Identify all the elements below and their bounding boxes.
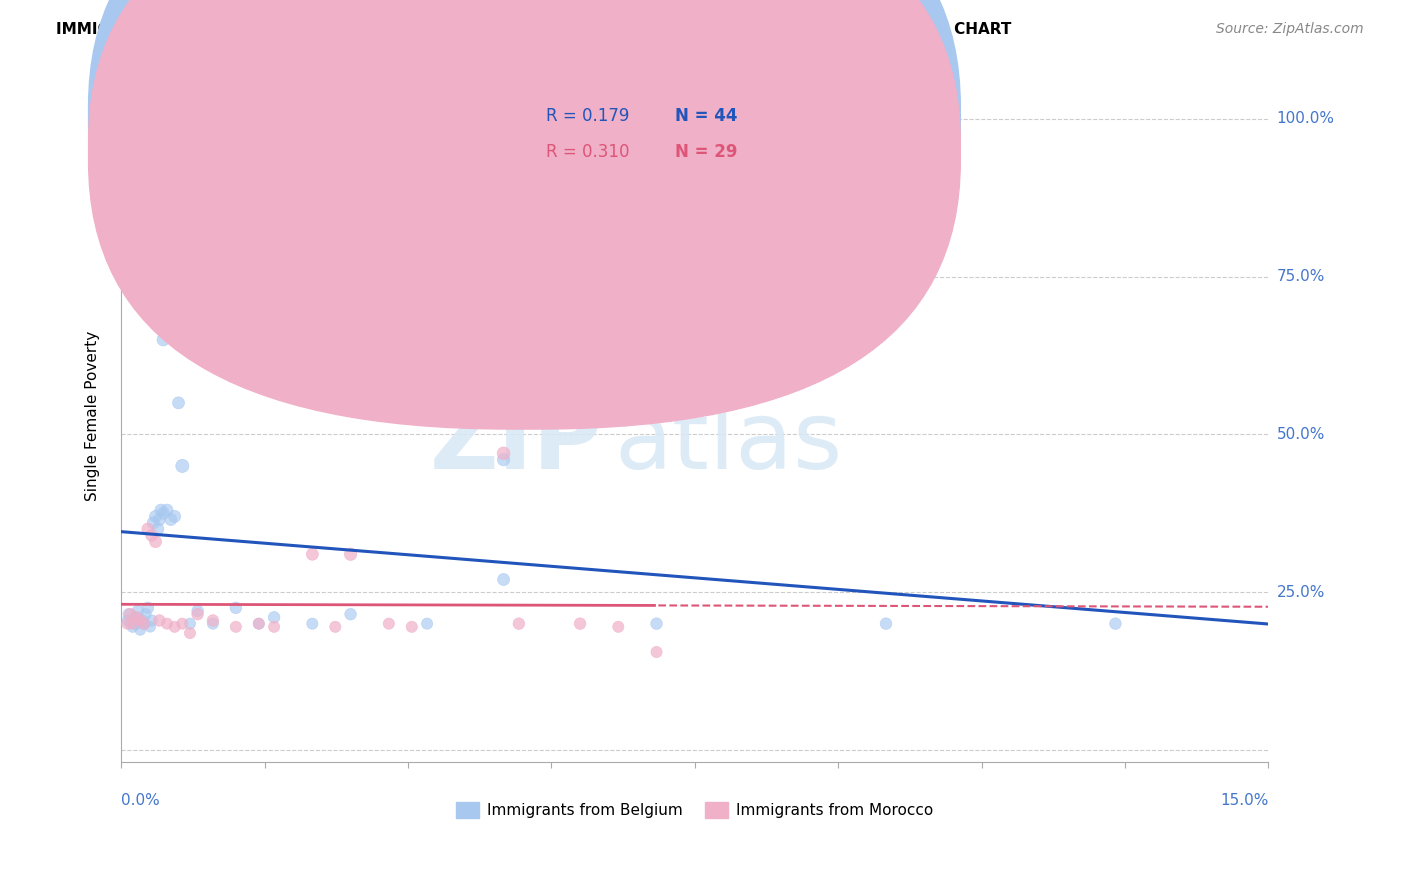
Point (148, 512, 170, 526)
Text: atlas: atlas (614, 397, 842, 489)
Point (607, 620, 630, 634)
Text: 0.0%: 0.0% (121, 793, 160, 808)
Point (136, 522, 159, 536)
Point (263, 610, 285, 624)
Point (117, 614, 139, 628)
Point (156, 616, 179, 631)
Point (127, 604, 149, 618)
Point (201, 614, 224, 628)
Point (125, 610, 148, 624)
Point (136, 600, 159, 615)
Point (125, 616, 148, 631)
Point (492, 446, 515, 460)
Point (163, 509, 186, 524)
Point (145, 534, 167, 549)
Point (118, 607, 141, 622)
Point (508, 616, 530, 631)
Point (875, 616, 897, 631)
Text: 50.0%: 50.0% (1277, 427, 1324, 442)
Point (179, 626, 201, 640)
Point (146, 522, 169, 536)
Point (225, 600, 247, 615)
Point (339, 547, 361, 561)
Point (301, 616, 323, 631)
Point (121, 620, 143, 634)
Point (378, 616, 401, 631)
Point (129, 614, 152, 628)
Point (149, 503, 172, 517)
Point (121, 137, 143, 152)
Legend: Immigrants from Belgium, Immigrants from Morocco: Immigrants from Belgium, Immigrants from… (450, 796, 939, 824)
Point (172, 616, 194, 631)
Point (160, 512, 183, 526)
Text: 25.0%: 25.0% (1277, 584, 1324, 599)
Point (172, 458, 194, 473)
Text: N = 44: N = 44 (675, 107, 737, 125)
Point (136, 200, 159, 214)
Point (492, 452, 515, 467)
Point (645, 645, 668, 659)
Point (339, 607, 361, 622)
Point (247, 616, 270, 631)
Point (152, 333, 174, 347)
Point (145, 509, 167, 524)
Point (121, 616, 143, 631)
Y-axis label: Single Female Poverty: Single Female Poverty (86, 330, 100, 500)
Text: 15.0%: 15.0% (1220, 793, 1268, 808)
Point (131, 614, 153, 628)
Text: 75.0%: 75.0% (1277, 269, 1324, 285)
Point (152, 506, 174, 520)
Point (323, 620, 346, 634)
Point (492, 573, 515, 587)
Point (132, 616, 155, 631)
Point (645, 616, 668, 631)
Point (401, 620, 423, 634)
Point (139, 620, 162, 634)
Point (141, 528, 163, 542)
Point (179, 616, 201, 631)
Point (129, 125, 152, 139)
Point (148, 614, 170, 628)
Text: R = 0.310: R = 0.310 (546, 143, 628, 161)
Text: 100.0%: 100.0% (1277, 112, 1334, 127)
Text: R = 0.179: R = 0.179 (546, 107, 628, 125)
Point (1104, 616, 1126, 631)
Point (132, 616, 155, 631)
Point (142, 516, 165, 530)
Point (120, 616, 142, 631)
Point (135, 607, 157, 622)
Point (129, 623, 152, 637)
Point (263, 620, 285, 634)
Point (187, 604, 209, 618)
Point (163, 620, 186, 634)
Point (141, 614, 163, 628)
Point (117, 616, 139, 631)
Point (156, 503, 179, 517)
Point (225, 620, 247, 634)
Text: ZIP: ZIP (430, 397, 603, 489)
Text: Source: ZipAtlas.com: Source: ZipAtlas.com (1216, 22, 1364, 37)
Point (201, 616, 224, 631)
Point (416, 616, 439, 631)
Point (120, 607, 142, 622)
Point (167, 396, 190, 410)
Point (247, 616, 270, 631)
Point (124, 610, 146, 624)
Text: N = 29: N = 29 (675, 143, 737, 161)
Point (301, 547, 323, 561)
Point (569, 616, 592, 631)
Point (187, 607, 209, 622)
Point (569, 339, 592, 353)
Text: IMMIGRANTS FROM BELGIUM VS IMMIGRANTS FROM MOROCCO SINGLE FEMALE POVERTY CORRELA: IMMIGRANTS FROM BELGIUM VS IMMIGRANTS FR… (56, 22, 1011, 37)
